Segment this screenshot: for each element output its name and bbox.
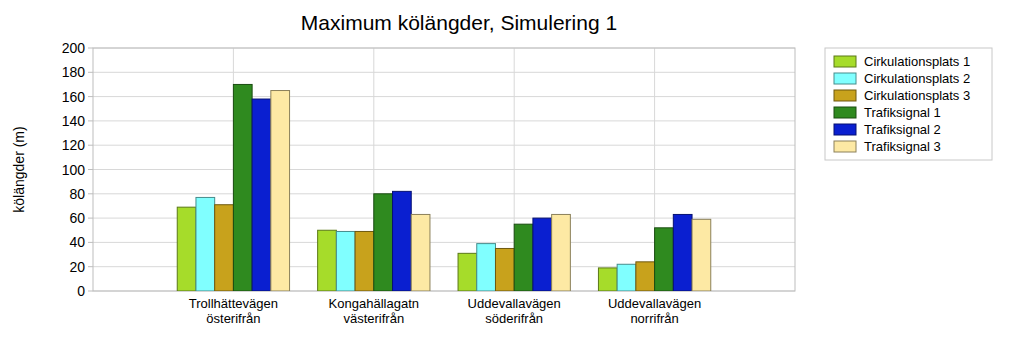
tick (88, 266, 93, 267)
bar (336, 231, 355, 291)
legend-swatch (834, 90, 856, 101)
tick-label: 200 (62, 40, 86, 56)
category-label: Kongahällagatnvästerifrån (329, 296, 419, 326)
tick (88, 242, 93, 243)
title: Maximum kölängder, Simulering 1 (301, 11, 617, 34)
tick (88, 72, 93, 73)
legend-box (825, 48, 992, 160)
legend-swatch (834, 107, 856, 118)
tick (88, 218, 93, 219)
bar (673, 214, 692, 291)
category-label: Uddevallavägennorrifrån (608, 296, 701, 326)
bar (458, 253, 477, 291)
tick-label: 140 (62, 113, 86, 129)
tick-label: 60 (69, 210, 85, 226)
bar (411, 214, 430, 291)
tick-label: 20 (69, 259, 85, 275)
tick-label: 100 (62, 162, 86, 178)
tick-label: 180 (62, 64, 86, 80)
tick (88, 169, 93, 170)
bar (533, 218, 552, 291)
bar (355, 231, 374, 291)
legend-label: Cirkulationsplats 1 (864, 54, 970, 69)
tick (88, 48, 93, 49)
chart: 0 20 40 60 80 100 120 140 160 180 200 Trollhätteväg… (0, 0, 1024, 346)
legend-swatch (834, 73, 856, 84)
grid-line (93, 193, 795, 194)
bar (393, 191, 412, 291)
tick (88, 193, 93, 194)
grid-line (93, 145, 795, 146)
grid-line (93, 72, 795, 73)
legend-swatch (834, 56, 856, 67)
legend-label: Cirkulationsplats 3 (864, 88, 970, 103)
bars (177, 84, 711, 291)
bar (598, 268, 617, 291)
bar (318, 230, 337, 291)
bar (495, 248, 514, 291)
legend-label: Cirkulationsplats 2 (864, 71, 970, 86)
bar (215, 205, 234, 291)
bar (177, 207, 196, 291)
legend-swatch (834, 141, 856, 152)
bar (252, 99, 271, 291)
legend: Cirkulationsplats 1 Cirkulationsplats 2 Ci… (825, 48, 992, 160)
legend-label: Trafiksignal 3 (864, 139, 941, 154)
tick (88, 145, 93, 146)
plot-frame (93, 48, 795, 291)
bar (477, 244, 496, 291)
axis-label: kölängder (m) (11, 126, 27, 212)
grid-line (93, 169, 795, 170)
bar (374, 194, 393, 291)
bar (514, 224, 533, 291)
tick-label: 0 (77, 283, 85, 299)
tick (88, 96, 93, 97)
bar (552, 214, 571, 291)
tick (88, 120, 93, 121)
category-label: Uddevallavägensöderifrån (468, 296, 561, 326)
bar (692, 219, 711, 291)
category-label: Trollhättevägenösterifrån (189, 296, 278, 326)
grid-line (93, 120, 795, 121)
tick (88, 291, 93, 292)
bar (655, 228, 674, 291)
tick-label: 120 (62, 137, 86, 153)
bar (271, 91, 290, 291)
legend-label: Trafiksignal 2 (864, 122, 941, 137)
bar (233, 84, 252, 291)
tick-label: 160 (62, 89, 86, 105)
tick-label: 80 (69, 186, 85, 202)
bar (617, 264, 636, 291)
legend-swatch (834, 124, 856, 135)
legend-label: Trafiksignal 1 (864, 105, 941, 120)
grid-line (93, 96, 795, 97)
bar (636, 262, 655, 291)
bar (196, 197, 215, 291)
plot-area (93, 48, 795, 291)
tick-label: 40 (69, 234, 85, 250)
